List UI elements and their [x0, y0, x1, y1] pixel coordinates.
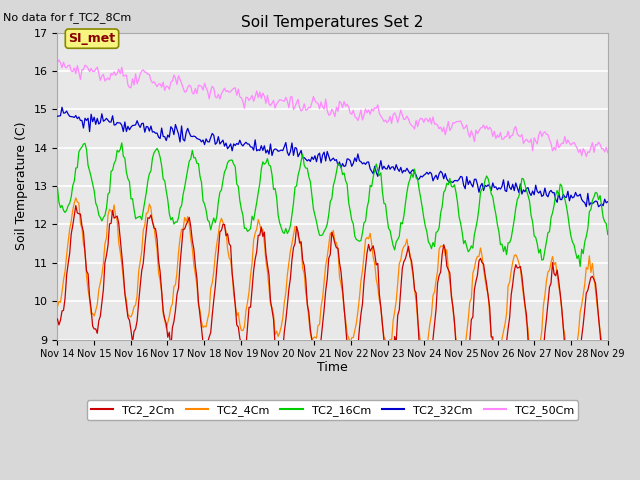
Text: SI_met: SI_met [68, 32, 116, 45]
Legend: TC2_2Cm, TC2_4Cm, TC2_16Cm, TC2_32Cm, TC2_50Cm: TC2_2Cm, TC2_4Cm, TC2_16Cm, TC2_32Cm, TC… [87, 400, 579, 420]
Title: Soil Temperatures Set 2: Soil Temperatures Set 2 [241, 15, 424, 30]
X-axis label: Time: Time [317, 360, 348, 373]
Y-axis label: Soil Temperature (C): Soil Temperature (C) [15, 122, 28, 250]
Text: No data for f_TC2_8Cm: No data for f_TC2_8Cm [3, 12, 131, 23]
